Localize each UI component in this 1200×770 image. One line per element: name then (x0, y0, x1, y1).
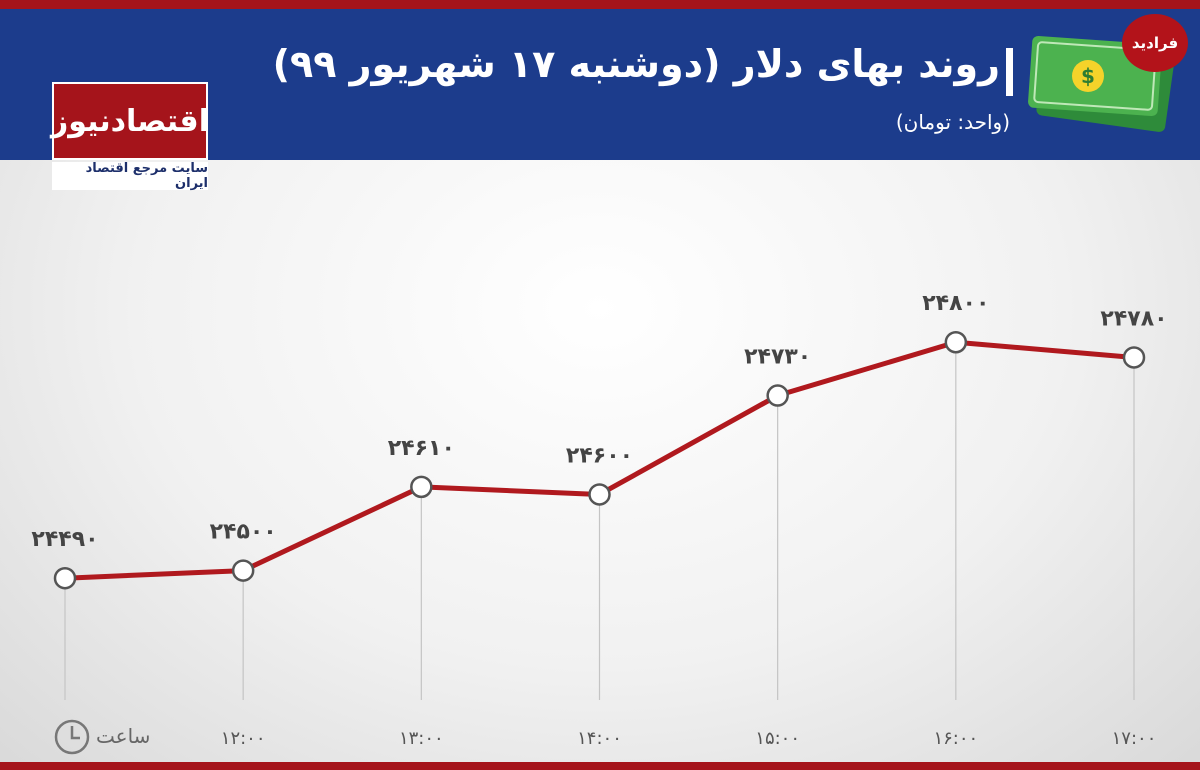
point (53, 566, 77, 590)
logo-name: اقتصادنیوز (51, 82, 209, 160)
top-border (0, 0, 1200, 9)
title-bar (1006, 48, 1013, 96)
logo-tagline: سایت مرجع اقتصاد ایران (52, 161, 208, 191)
svg-text:$: $ (1081, 64, 1095, 88)
value-label: ۲۴۷۸۰ (1100, 306, 1167, 331)
x-tick-label: ۱۳:۰۰ (399, 728, 444, 749)
bottom-border (0, 762, 1200, 770)
point (1122, 346, 1146, 369)
clock-icon (54, 719, 90, 755)
x-tick-label: ۱۴:۰۰ (577, 728, 622, 749)
point (410, 475, 433, 499)
value-label: ۲۴۵۰۰ (210, 520, 277, 545)
chart-subtitle: (واحد: تومان) (895, 110, 1010, 134)
x-tick-label: ۱۲:۰۰ (221, 728, 266, 749)
point (944, 330, 968, 354)
x-tick-label: ۱۶:۰۰ (933, 728, 978, 749)
value-label: ۲۴۴۹۰ (31, 527, 98, 552)
value-label: ۲۴۶۱۰ (388, 436, 455, 461)
x-axis-label: ساعت (96, 724, 151, 748)
point (588, 483, 611, 506)
value-label: ۲۴۶۰۰ (566, 443, 633, 468)
chart-title: روند بهای دلار (دوشنبه ۱۷ شهریور ۹۹) (272, 42, 1000, 86)
x-tick-label: ۱۷:۰۰ (1112, 728, 1157, 749)
point (766, 384, 789, 407)
x-tick-label: ۱۵:۰۰ (755, 728, 800, 749)
watermark: فرادید (1122, 14, 1188, 72)
value-label: ۲۴۷۳۰ (744, 345, 811, 370)
value-label: ۲۴۸۰۰ (922, 291, 989, 316)
point (231, 559, 255, 582)
